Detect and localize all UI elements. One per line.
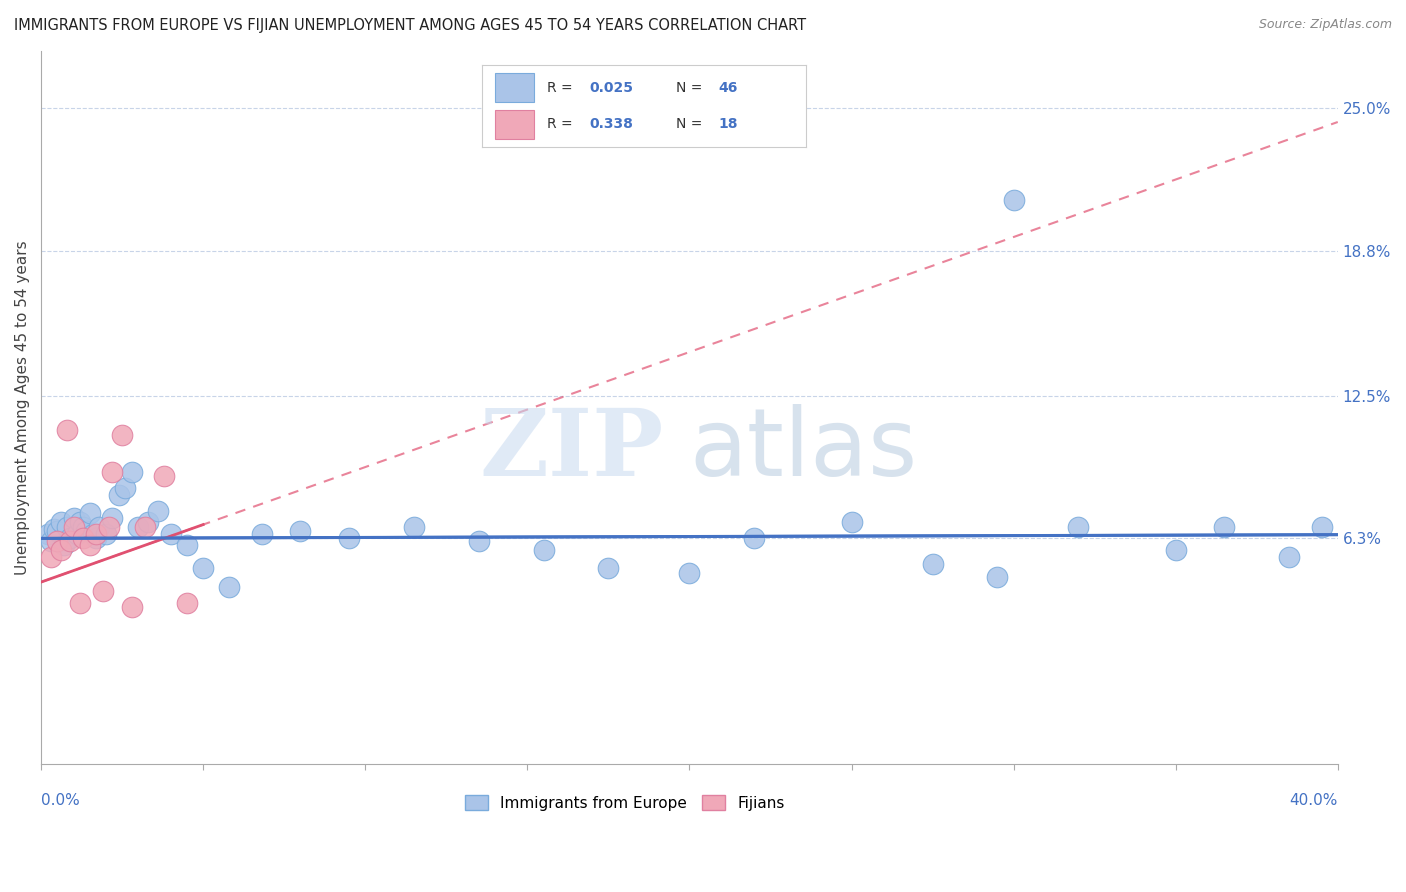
Point (1278, 549, 1301, 564)
Point (402, 520, 425, 534)
Point (72, 532, 94, 546)
Point (79, 538, 101, 552)
Point (79, 506, 101, 520)
Point (127, 520, 149, 534)
Text: Source: ZipAtlas.com: Source: ZipAtlas.com (1258, 18, 1392, 31)
Point (1067, 520, 1090, 534)
Point (598, 561, 620, 575)
Point (46, 533, 69, 548)
Point (218, 580, 240, 594)
Point (1310, 520, 1333, 534)
Text: IMMIGRANTS FROM EUROPE VS FIJIAN UNEMPLOYMENT AMONG AGES 45 TO 54 YEARS CORRELAT: IMMIGRANTS FROM EUROPE VS FIJIAN UNEMPLO… (14, 18, 806, 33)
Point (98, 520, 121, 534)
Point (108, 488, 131, 502)
Point (66, 526, 89, 541)
Point (921, 557, 943, 571)
Point (533, 542, 555, 557)
Y-axis label: Unemployment Among Ages 45 to 54 years: Unemployment Among Ages 45 to 54 years (15, 240, 30, 574)
Point (62, 510, 84, 524)
Point (467, 533, 489, 548)
Point (56, 520, 79, 534)
Point (114, 481, 136, 495)
Point (134, 520, 156, 534)
Point (49, 516, 72, 530)
Point (121, 465, 143, 479)
Point (49, 542, 72, 557)
Point (91, 584, 114, 599)
Text: ZIP: ZIP (479, 405, 664, 495)
Point (72, 520, 94, 534)
Point (56, 423, 79, 437)
Point (46, 524, 69, 539)
Point (193, 561, 215, 575)
Point (176, 538, 198, 552)
Point (146, 504, 169, 518)
Text: 0.0%: 0.0% (41, 793, 80, 808)
Point (159, 526, 181, 541)
Point (37, 526, 59, 541)
Point (39, 549, 62, 564)
Point (39, 533, 62, 548)
Text: 40.0%: 40.0% (1289, 793, 1337, 808)
Point (678, 566, 700, 580)
Point (62, 520, 84, 534)
Point (59, 532, 82, 546)
Point (76, 524, 98, 539)
Point (337, 532, 360, 546)
Point (986, 570, 1008, 584)
Point (42, 522, 65, 536)
Point (250, 526, 273, 541)
Point (59, 533, 82, 548)
Point (69, 516, 91, 530)
Point (101, 510, 124, 524)
Point (176, 596, 198, 610)
Text: atlas: atlas (689, 404, 918, 496)
Point (84, 526, 107, 541)
Point (290, 524, 312, 539)
Point (742, 532, 765, 546)
Point (1164, 542, 1187, 557)
Point (84, 532, 107, 546)
Point (153, 469, 176, 483)
Point (89, 520, 111, 534)
Point (1213, 520, 1236, 534)
Point (841, 516, 863, 530)
Point (111, 428, 134, 442)
Point (136, 516, 159, 530)
Point (1002, 193, 1025, 207)
Point (52, 538, 75, 552)
Legend: Immigrants from Europe, Fijians: Immigrants from Europe, Fijians (458, 789, 790, 817)
Point (101, 465, 124, 479)
Point (94, 526, 117, 541)
Point (121, 600, 143, 615)
Point (69, 596, 91, 610)
Point (82, 526, 104, 541)
